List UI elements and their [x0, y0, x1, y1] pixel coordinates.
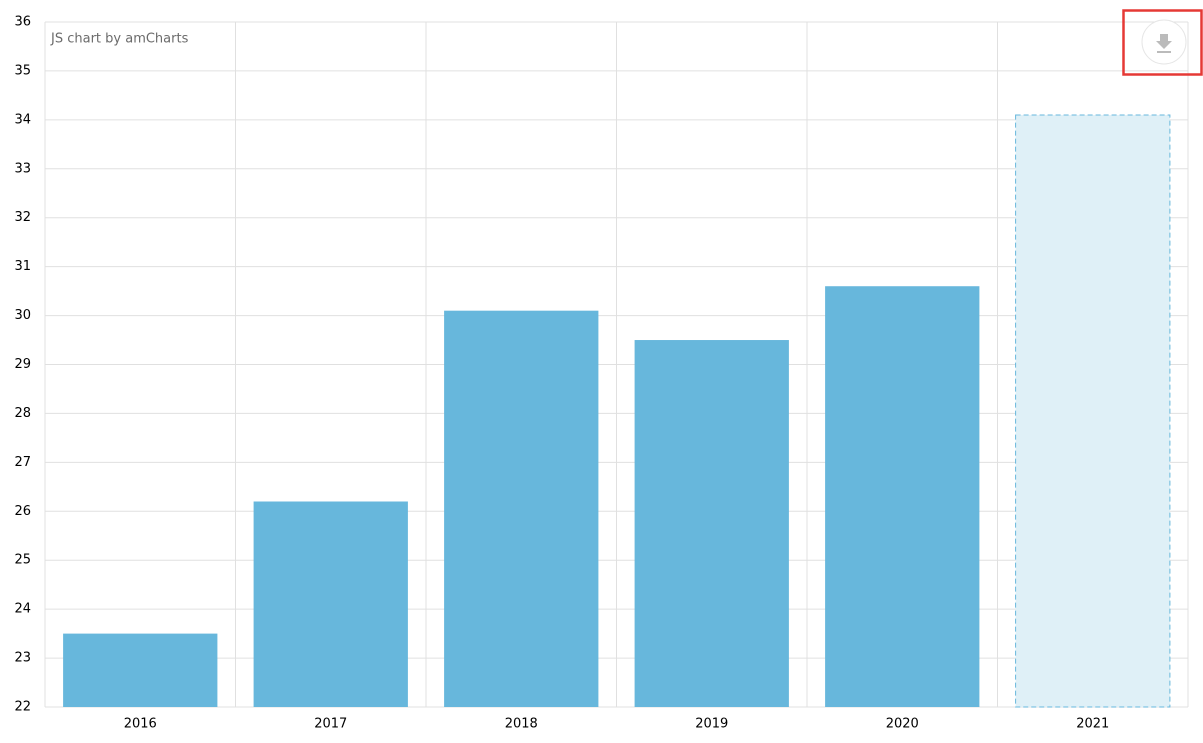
y-tick-label: 22 [14, 700, 31, 715]
x-tick-label: 2019 [695, 717, 728, 732]
y-tick-label: 30 [14, 308, 31, 323]
y-tick-label: 33 [14, 161, 31, 176]
y-tick-label: 27 [14, 455, 31, 470]
y-tick-label: 29 [14, 357, 31, 372]
download-icon[interactable] [1156, 34, 1172, 49]
y-tick-label: 31 [14, 259, 31, 274]
bar [825, 286, 980, 707]
x-tick-label: 2021 [1076, 717, 1109, 732]
x-tick-label: 2016 [124, 717, 157, 732]
bar [634, 340, 789, 707]
download-button[interactable] [1141, 19, 1187, 65]
y-tick-label: 35 [14, 63, 31, 78]
y-tick-label: 36 [14, 15, 31, 30]
grid [44, 21, 1189, 708]
credit: JS chart by amCharts [50, 32, 189, 47]
bars [63, 114, 1171, 708]
download-icon-base[interactable] [1157, 51, 1171, 53]
x-tick-label: 2018 [505, 717, 538, 732]
y-tick-label: 26 [14, 504, 31, 519]
bar [444, 310, 599, 707]
highlight-box [1122, 9, 1203, 76]
bar [63, 633, 218, 707]
y-tick-label: 24 [14, 602, 31, 617]
x-tick-label: 2020 [886, 717, 919, 732]
y-tick-label: 32 [14, 210, 31, 225]
y-tick-label: 28 [14, 406, 31, 421]
y-tick-label: 25 [14, 553, 31, 568]
bar [253, 501, 408, 707]
x-tick-label: 2017 [314, 717, 347, 732]
bar [1015, 114, 1171, 708]
y-tick-label: 34 [14, 112, 31, 127]
y-tick-label: 23 [14, 651, 31, 666]
